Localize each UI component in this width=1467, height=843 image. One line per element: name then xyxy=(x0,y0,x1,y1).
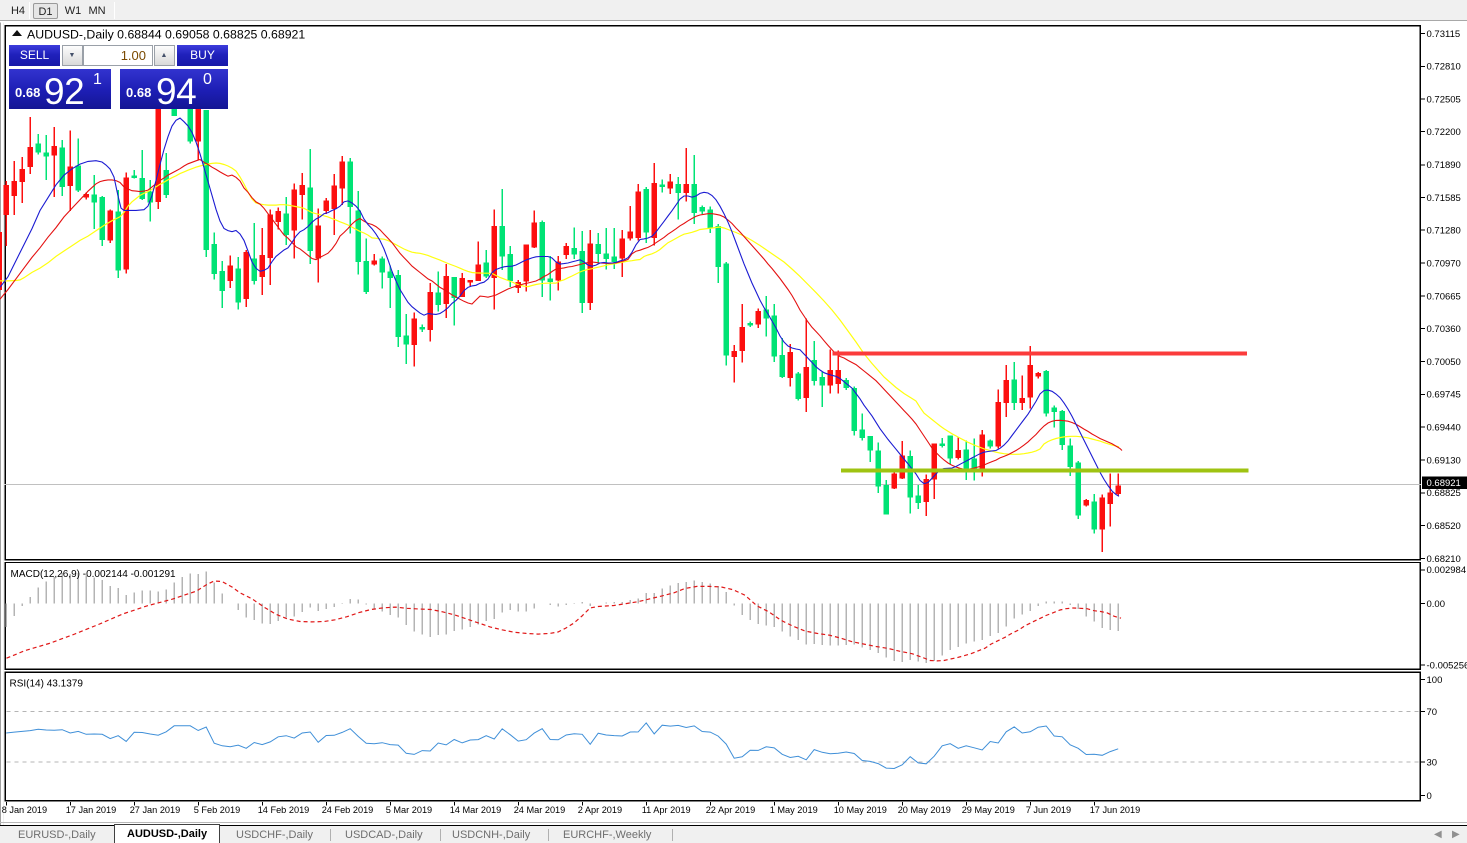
svg-text:29 May 2019: 29 May 2019 xyxy=(962,805,1015,815)
svg-text:7 Jun 2019: 7 Jun 2019 xyxy=(1026,805,1071,815)
svg-text:27 Jan 2019: 27 Jan 2019 xyxy=(130,805,181,815)
svg-text:17 Jun 2019: 17 Jun 2019 xyxy=(1090,805,1141,815)
svg-text:14 Mar 2019: 14 Mar 2019 xyxy=(450,805,502,815)
svg-text:0.69745: 0.69745 xyxy=(1427,390,1461,401)
svg-text:2 Apr 2019: 2 Apr 2019 xyxy=(578,805,622,815)
svg-text:30: 30 xyxy=(1427,757,1438,768)
svg-text:14 Feb 2019: 14 Feb 2019 xyxy=(258,805,310,815)
svg-text:0.73115: 0.73115 xyxy=(1427,29,1461,40)
svg-text:22 Apr 2019: 22 Apr 2019 xyxy=(706,805,756,815)
svg-text:0.00: 0.00 xyxy=(1427,599,1446,610)
svg-text:0.68520: 0.68520 xyxy=(1427,521,1461,532)
svg-text:0.68825: 0.68825 xyxy=(1427,488,1461,499)
svg-text:10 May 2019: 10 May 2019 xyxy=(834,805,887,815)
svg-text:0.68921: 0.68921 xyxy=(1427,478,1461,489)
svg-text:0.70050: 0.70050 xyxy=(1427,357,1461,368)
svg-text:0.72810: 0.72810 xyxy=(1427,62,1461,73)
svg-text:-0.005256: -0.005256 xyxy=(1427,660,1467,671)
svg-text:24 Feb 2019: 24 Feb 2019 xyxy=(322,805,374,815)
svg-text:70: 70 xyxy=(1427,707,1438,718)
svg-text:0.72505: 0.72505 xyxy=(1427,94,1461,105)
svg-text:24 Mar 2019: 24 Mar 2019 xyxy=(514,805,566,815)
svg-text:MACD(12,26,9) -0.002144 -0.001: MACD(12,26,9) -0.002144 -0.001291 xyxy=(11,569,177,580)
svg-text:0.71280: 0.71280 xyxy=(1427,226,1461,237)
svg-text:0.72200: 0.72200 xyxy=(1427,127,1461,138)
svg-text:0.70970: 0.70970 xyxy=(1427,259,1461,270)
svg-text:0.70665: 0.70665 xyxy=(1427,291,1461,302)
svg-text:17 Jan 2019: 17 Jan 2019 xyxy=(66,805,117,815)
svg-text:1 May 2019: 1 May 2019 xyxy=(770,805,818,815)
svg-text:0.70360: 0.70360 xyxy=(1427,324,1461,335)
svg-text:8 Jan 2019: 8 Jan 2019 xyxy=(2,805,47,815)
svg-text:5 Mar 2019: 5 Mar 2019 xyxy=(386,805,432,815)
svg-text:0.69130: 0.69130 xyxy=(1427,456,1461,467)
svg-text:RSI(14) 43.1379: RSI(14) 43.1379 xyxy=(10,679,84,690)
svg-text:100: 100 xyxy=(1427,675,1443,686)
svg-text:0.002984: 0.002984 xyxy=(1427,565,1467,576)
svg-text:0.69440: 0.69440 xyxy=(1427,422,1461,433)
svg-text:AUDUSD-,Daily 0.68844 0.69058: AUDUSD-,Daily 0.68844 0.69058 0.68825 0.… xyxy=(27,28,305,42)
svg-text:5 Feb 2019: 5 Feb 2019 xyxy=(194,805,241,815)
svg-text:0.71585: 0.71585 xyxy=(1427,193,1461,204)
svg-text:0.68210: 0.68210 xyxy=(1427,554,1461,565)
svg-text:0.71890: 0.71890 xyxy=(1427,160,1461,171)
svg-text:11 Apr 2019: 11 Apr 2019 xyxy=(642,805,691,815)
svg-text:0: 0 xyxy=(1427,791,1432,802)
svg-text:20 May 2019: 20 May 2019 xyxy=(898,805,951,815)
